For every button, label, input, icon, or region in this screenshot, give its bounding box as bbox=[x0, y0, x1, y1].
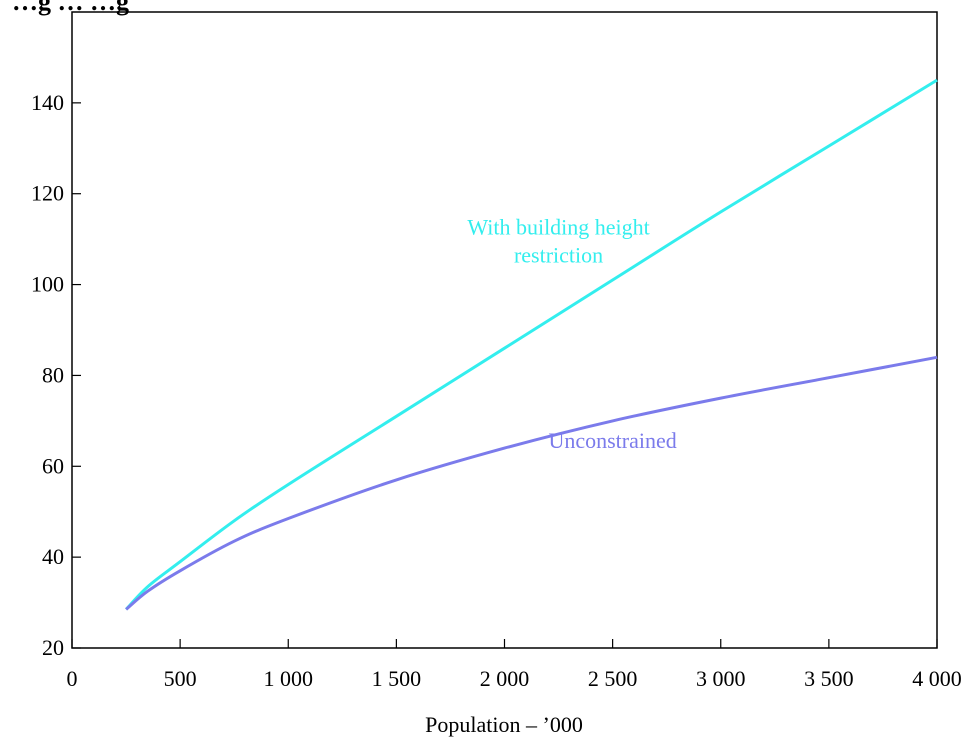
series-label-1: Unconstrained bbox=[548, 428, 676, 453]
y-tick-label: 140 bbox=[31, 90, 64, 115]
y-tick-label: 120 bbox=[31, 181, 64, 206]
chart-title: …g … …g bbox=[12, 0, 129, 16]
x-tick-label: 500 bbox=[164, 666, 197, 691]
y-tick-label: 20 bbox=[42, 635, 64, 660]
y-tick-label: 100 bbox=[31, 272, 64, 297]
x-tick-label: 2 000 bbox=[480, 666, 530, 691]
plot-frame bbox=[71, 11, 938, 649]
x-tick-label: 3 500 bbox=[804, 666, 854, 691]
x-tick-label: 1 500 bbox=[372, 666, 422, 691]
x-axis-ticks: 0 500 1 000 1 500 2 000 2 500 3 000 3 500 4 000 bbox=[67, 639, 962, 691]
y-tick-label: 40 bbox=[42, 544, 64, 569]
y-axis-ticks: 20 40 60 80 100 120 140 bbox=[31, 90, 81, 660]
y-tick-label: 60 bbox=[42, 453, 64, 478]
series-line-0 bbox=[125, 78, 938, 611]
series-line-1 bbox=[125, 355, 938, 611]
y-tick-label: 80 bbox=[42, 362, 64, 387]
x-tick-label: 3 000 bbox=[696, 666, 746, 691]
series-label-0: With building height restriction bbox=[467, 215, 649, 268]
x-tick-label: 2 500 bbox=[588, 666, 638, 691]
x-tick-label: 1 000 bbox=[264, 666, 314, 691]
series-layer bbox=[125, 78, 938, 611]
series-labels: With building height restriction Unconstra… bbox=[467, 215, 676, 454]
x-tick-label: 4 000 bbox=[912, 666, 962, 691]
x-tick-label: 0 bbox=[67, 666, 78, 691]
x-axis-label: Population – ’000 bbox=[425, 712, 583, 737]
